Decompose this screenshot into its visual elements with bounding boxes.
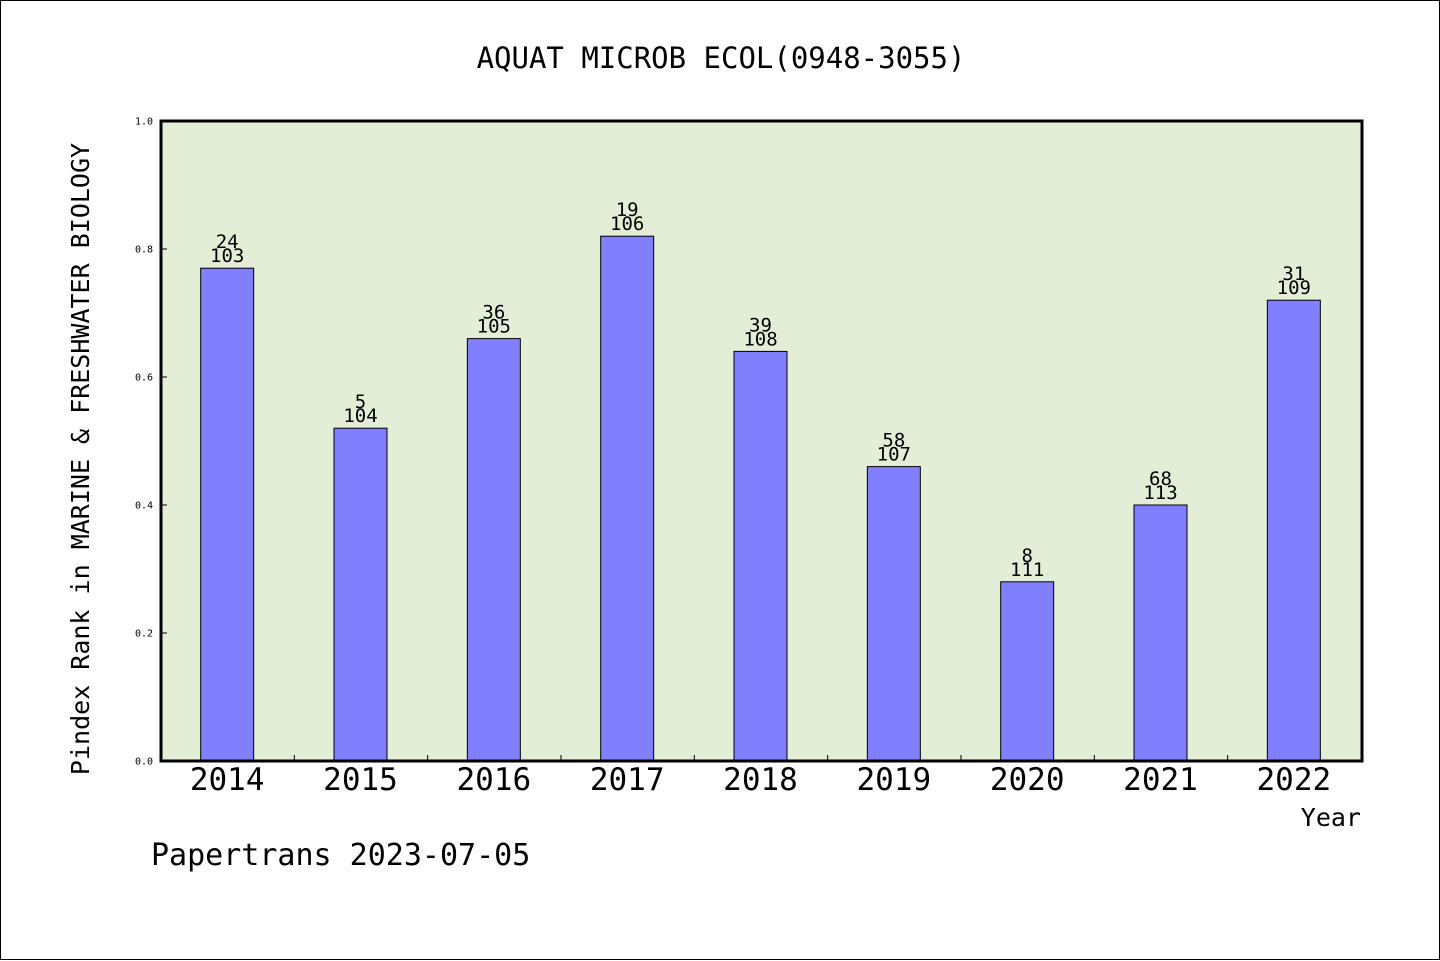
y-axis-label: Pindex Rank in MARINE & FRESHWATER BIOLO… (66, 143, 95, 775)
bar-2015 (333, 427, 388, 762)
x-tick-label: 2019 (857, 762, 932, 798)
bar-label-total: 103 (210, 245, 244, 267)
x-axis: 2014 2015 2016 2017 2018 2019 2020 2021 2022 (190, 755, 1331, 798)
bar-label-total: 107 (877, 444, 911, 466)
x-tick-label: 2018 (723, 762, 798, 798)
bar-label-total: 105 (477, 316, 511, 338)
x-tick-label: 2021 (1123, 762, 1198, 798)
bar-label-rank: 68 (1149, 468, 1172, 490)
bar-label-rank: 58 (882, 430, 905, 452)
bar-label-total: 113 (1143, 482, 1177, 504)
footer-text: Papertrans 2023-07-05 (151, 838, 530, 873)
bar-label-total: 109 (1277, 277, 1311, 299)
chart-title: AQUAT MICROB ECOL(0948-3055) (477, 41, 966, 75)
y-tick-label: 1.0 (135, 117, 153, 128)
plot-border (159, 119, 1364, 763)
bar-2014 (200, 267, 255, 762)
bar-2016 (466, 338, 521, 762)
y-tick-label: 0.2 (135, 629, 153, 640)
bars-group (200, 235, 1321, 762)
y-tick-label: 0.8 (135, 245, 153, 256)
bar-2022 (1266, 299, 1321, 762)
bar-label-total: 108 (743, 328, 777, 350)
bar-label-rank: 36 (482, 302, 505, 324)
bar-label-rank: 39 (749, 314, 772, 336)
bar-label-rank: 8 (1021, 545, 1032, 567)
x-tick-label: 2020 (990, 762, 1065, 798)
bar-2019 (866, 466, 921, 762)
y-tick-label: 0.0 (135, 757, 153, 768)
bar-2021 (1133, 504, 1188, 762)
y-tick-label: 0.4 (135, 501, 153, 512)
x-tick-label: 2014 (190, 762, 265, 798)
bar-label-rank: 5 (355, 391, 366, 413)
bar-label-rank: 31 (1282, 263, 1305, 285)
x-tick-label: 2016 (457, 762, 532, 798)
bar-2020 (1000, 581, 1055, 762)
bar-label-total: 104 (343, 405, 377, 427)
y-tick-label: 0.6 (135, 373, 153, 384)
bar-label-rank: 19 (616, 199, 639, 221)
x-tick-label: 2017 (590, 762, 665, 798)
bar-label-total: 111 (1010, 559, 1044, 581)
bar-2018 (733, 350, 788, 762)
bar-2017 (600, 235, 655, 762)
bar-label-rank: 24 (216, 231, 239, 253)
y-axis: 0.0 0.2 0.4 0.6 0.8 1.0 (135, 117, 167, 768)
x-axis-label: Year (1301, 803, 1361, 832)
x-tick-label: 2022 (1257, 762, 1332, 798)
bar-label-total: 106 (610, 213, 644, 235)
x-tick-label: 2015 (323, 762, 398, 798)
